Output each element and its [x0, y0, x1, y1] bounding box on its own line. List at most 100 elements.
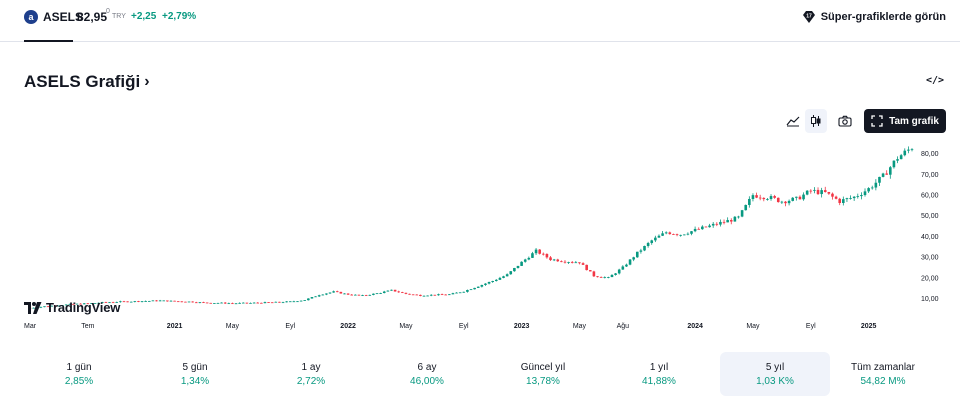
candle-down: [260, 302, 263, 304]
candle-up: [458, 292, 462, 294]
candle-down: [104, 302, 108, 303]
candle-up: [321, 294, 325, 296]
candle-up: [162, 300, 166, 302]
candle-up: [863, 191, 867, 196]
candle-up: [43, 306, 46, 308]
candle-down: [126, 301, 129, 303]
y-tick-label: 20,00: [921, 275, 939, 282]
candle-up: [115, 302, 119, 303]
period-2[interactable]: 5 gün 1,34%: [140, 352, 250, 396]
y-tick-label: 50,00: [921, 213, 939, 220]
x-tick-label: 2025: [861, 323, 877, 330]
period-4[interactable]: 6 ay 46,00%: [372, 352, 482, 396]
candle-down: [762, 197, 766, 200]
candle-down: [885, 173, 888, 175]
candle-up: [650, 240, 654, 244]
snapshot-button[interactable]: [834, 109, 856, 133]
super-charts-button[interactable]: 17 Süper-grafiklerde görün: [802, 9, 946, 25]
embed-code-icon[interactable]: </>: [926, 75, 945, 86]
candle-up: [516, 265, 520, 268]
candle-up: [874, 182, 878, 188]
candle-up: [632, 257, 635, 260]
candle-down: [270, 302, 274, 304]
candle-up: [852, 196, 856, 199]
period-label: 5 yıl: [765, 362, 785, 373]
area-chart-button[interactable]: [782, 109, 804, 133]
candle-up: [147, 300, 151, 302]
aselsan-logo-icon: a: [24, 10, 38, 24]
candle-down: [668, 232, 672, 235]
price-chart[interactable]: 80,00 70,00 60,00 50,00 40,00 30,00 20,00 10,00…: [0, 135, 960, 335]
candle-down: [194, 302, 198, 304]
candle-up: [382, 291, 386, 294]
full-chart-button[interactable]: Tam grafik: [864, 109, 946, 133]
candle-up: [748, 198, 751, 205]
period-change-value: 41,88%: [642, 376, 676, 387]
candle-up: [448, 294, 451, 296]
candle-down: [54, 305, 57, 307]
candle-up: [50, 305, 53, 307]
candle-up: [654, 237, 657, 241]
candle-up: [646, 243, 650, 246]
candle-up: [343, 293, 346, 295]
candle-up: [97, 302, 100, 304]
x-tick-label: Tem: [81, 323, 94, 330]
price-superscript: 0: [106, 8, 110, 15]
candle-up: [274, 301, 278, 303]
candle-up: [144, 301, 147, 302]
candlestick-button[interactable]: [805, 109, 827, 133]
candle-up: [473, 287, 476, 290]
candle-up: [498, 277, 502, 280]
candle-up: [896, 159, 899, 161]
candle-down: [415, 294, 419, 296]
candle-up: [791, 197, 795, 201]
candle-up: [437, 294, 440, 296]
candle-down: [538, 249, 541, 254]
period-8[interactable]: Tüm zamanlar 54,82 M%: [828, 352, 938, 396]
candle-down: [592, 271, 596, 277]
candle-up: [899, 155, 903, 160]
chart-title-link[interactable]: ASELS Grafiği ›: [24, 72, 150, 92]
candle-up: [574, 262, 578, 264]
period-change-value: 46,00%: [410, 376, 444, 387]
candle-up: [57, 305, 61, 307]
candle-down: [339, 291, 343, 294]
y-tick-label: 10,00: [921, 296, 939, 303]
period-6[interactable]: 1 yıl 41,88%: [604, 352, 714, 396]
candle-up: [892, 160, 896, 168]
candle-up: [422, 295, 426, 297]
candle-up: [249, 302, 252, 304]
candle-down: [563, 261, 567, 263]
candle-down: [155, 300, 158, 302]
candle-up: [744, 204, 748, 211]
x-tick-label: Eyl: [459, 323, 469, 330]
candle-down: [545, 253, 549, 258]
candle-down: [357, 294, 361, 296]
candle-up: [910, 149, 914, 151]
x-tick-label: 2023: [514, 323, 530, 330]
candle-up: [513, 267, 516, 272]
candle-up: [361, 295, 364, 297]
candle-up: [451, 293, 455, 295]
x-tick-label: Eyl: [285, 323, 295, 330]
candle-up: [252, 302, 256, 304]
symbol-price: 82,95: [77, 10, 108, 24]
candle-up: [740, 210, 744, 217]
candle-up: [531, 253, 534, 258]
period-7[interactable]: 5 yıl 1,03 K%: [720, 352, 830, 396]
period-3[interactable]: 1 ay 2,72%: [256, 352, 366, 396]
period-1[interactable]: 1 gün 2,85%: [24, 352, 134, 396]
candle-up: [617, 269, 621, 274]
candle-down: [755, 195, 758, 198]
candle-down: [816, 189, 820, 195]
candle-up: [310, 297, 314, 299]
candle-up: [802, 194, 805, 200]
symbol-name[interactable]: ASELS: [43, 10, 84, 24]
period-5[interactable]: Güncel yıl 13,78%: [488, 352, 598, 396]
candle-up: [842, 199, 845, 203]
candle-up: [288, 301, 292, 303]
performance-periods: 1 gün 2,85% 5 gün 1,34% 1 ay 2,72% 6 ay 46,00% G…: [0, 352, 960, 396]
candle-up: [534, 249, 538, 254]
tradingview-watermark[interactable]: TradingView: [24, 300, 120, 315]
candle-up: [867, 188, 870, 192]
